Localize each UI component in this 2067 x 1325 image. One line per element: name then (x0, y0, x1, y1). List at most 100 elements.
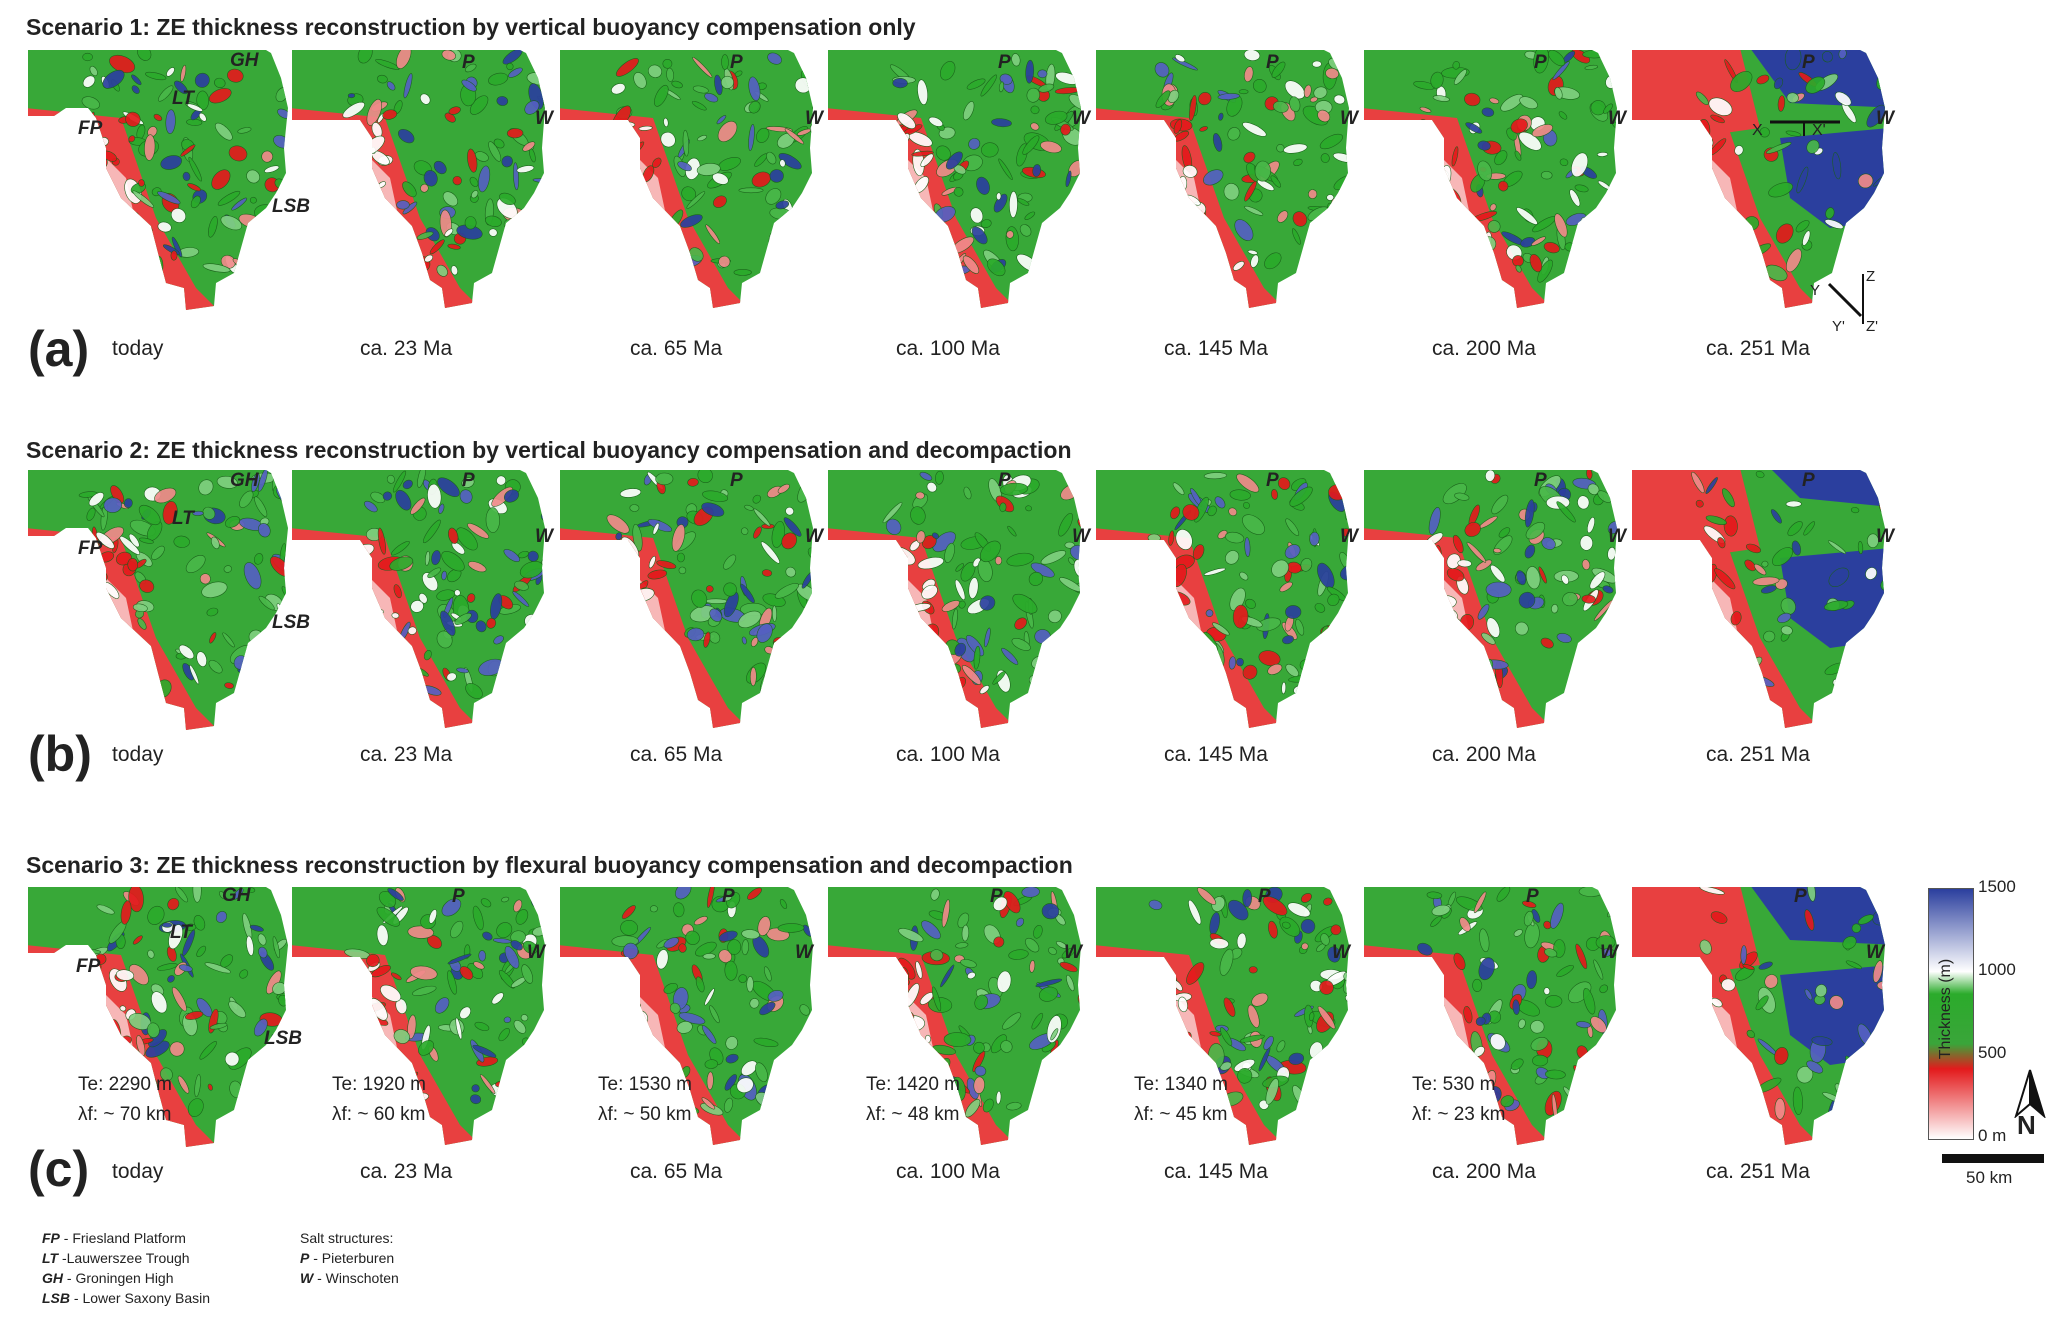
te-value: Te: 530 m (1412, 1074, 1496, 1095)
label-p-a4: P (998, 52, 1011, 73)
label-lsb-c: LSB (264, 1028, 302, 1049)
label-lt-a: LT (172, 88, 194, 109)
thickness-map-r1-c2 (290, 48, 560, 318)
time-label-r3-c2: ca. 23 Ma (360, 1160, 453, 1183)
north-label: N (2017, 1110, 2036, 1140)
time-label-r3-c5: ca. 145 Ma (1164, 1160, 1268, 1183)
label-lt-c: LT (170, 922, 192, 943)
label-y-prime: Y' (1832, 318, 1845, 335)
lambda-value: λf: ~ 70 km (78, 1104, 172, 1125)
legend-p: P - Pieterburen (300, 1250, 395, 1266)
time-label-r1-c7: ca. 251 Ma (1706, 337, 1810, 360)
label-p-b2: P (462, 470, 475, 491)
scenario-3-title: Scenario 3: ZE thickness reconstruction … (26, 852, 1073, 878)
panel-label-b: (b) (28, 726, 92, 782)
colorbar-tick-1000: 1000 (1978, 960, 2016, 979)
legend-w: W - Winschoten (300, 1270, 399, 1286)
salt-legend-title: Salt structures: (300, 1230, 394, 1246)
label-w-b5: W (1340, 526, 1358, 547)
label-y: Y (1810, 282, 1821, 299)
thickness-colorbar (1928, 888, 1974, 1140)
legend-lsb: LSB - Lower Saxony Basin (42, 1290, 211, 1306)
label-p-c7: P (1794, 886, 1807, 907)
panel-label-a: (a) (28, 321, 90, 377)
label-z-prime: Z' (1866, 318, 1879, 335)
label-w-a5: W (1340, 108, 1358, 129)
legend-gh: GH - Groningen High (42, 1270, 174, 1286)
label-p-c5: P (1258, 886, 1271, 907)
label-w-c3: W (795, 942, 813, 963)
label-w-c4: W (1064, 942, 1082, 963)
label-p-a7: P (1802, 52, 1815, 73)
scenario-1-title: Scenario 1: ZE thickness reconstruction … (26, 14, 916, 40)
thickness-map-r2-c6 (1362, 468, 1632, 738)
label-p-c4: P (990, 886, 1003, 907)
time-label-r3-c1: today (112, 1160, 164, 1183)
thickness-map-r3-c4 (826, 885, 1096, 1155)
lambda-value: λf: ~ 48 km (866, 1104, 960, 1125)
label-p-b4: P (998, 470, 1011, 491)
scale-bar (1942, 1154, 2044, 1163)
thickness-map-r1-c3 (558, 48, 828, 318)
time-label-r1-c4: ca. 100 Ma (896, 337, 1000, 360)
label-w-c2: W (527, 942, 545, 963)
scenario-2-title: Scenario 2: ZE thickness reconstruction … (26, 437, 1072, 463)
panel-label-c: (c) (28, 1141, 90, 1197)
thickness-map-r2-c7 (1630, 468, 1900, 738)
label-lsb-b: LSB (272, 612, 310, 633)
flexure-params-5: Te: 1340 m λf: ~ 45 km (1134, 1070, 1228, 1130)
label-w-a6: W (1608, 108, 1626, 129)
label-gh-b: GH (230, 470, 259, 491)
label-w-a7: W (1876, 108, 1894, 129)
thickness-map-r3-c3 (558, 885, 828, 1155)
te-value: Te: 1420 m (866, 1074, 960, 1095)
thickness-map-r1-c7 (1630, 48, 1900, 318)
label-lsb-a: LSB (272, 196, 310, 217)
flexure-params-1: Te: 2290 m λf: ~ 70 km (78, 1070, 172, 1130)
label-gh-a: GH (230, 50, 259, 71)
salt-legend: Salt structures: P - Pieterburen W - Win… (300, 1228, 399, 1288)
time-label-r1-c1: today (112, 337, 164, 360)
scale-label: 50 km (1966, 1168, 2013, 1187)
label-w-c6: W (1600, 942, 1618, 963)
time-label-r2-c6: ca. 200 Ma (1432, 743, 1536, 766)
thickness-map-r2-c3 (558, 468, 828, 738)
te-value: Te: 1530 m (598, 1074, 692, 1095)
label-w-a3: W (805, 108, 823, 129)
lambda-value: λf: ~ 50 km (598, 1104, 692, 1125)
axis-indicator (1827, 274, 1864, 324)
label-p-a5: P (1266, 52, 1279, 73)
label-p-b7: P (1802, 470, 1815, 491)
label-fp-b: FP (78, 538, 103, 559)
time-label-r3-c6: ca. 200 Ma (1432, 1160, 1536, 1183)
region-legend: FP - Friesland Platform LT -Lauwerszee T… (42, 1228, 210, 1308)
time-label-r2-c7: ca. 251 Ma (1706, 743, 1810, 766)
thickness-map-r3-c2 (290, 885, 560, 1155)
te-value: Te: 2290 m (78, 1074, 172, 1095)
thickness-map-r2-c5 (1094, 468, 1364, 738)
colorbar-tick-500: 500 (1978, 1043, 2007, 1062)
label-p-c2: P (452, 886, 465, 907)
time-label-r3-c4: ca. 100 Ma (896, 1160, 1000, 1183)
label-p-c3: P (722, 886, 735, 907)
lambda-value: λf: ~ 23 km (1412, 1104, 1506, 1125)
thickness-map-r2-c4 (826, 468, 1096, 738)
label-p-b3: P (730, 470, 743, 491)
label-w-a4: W (1072, 108, 1090, 129)
label-fp-a: FP (78, 118, 103, 139)
time-label-r1-c2: ca. 23 Ma (360, 337, 453, 360)
label-lt-b: LT (172, 508, 194, 529)
thickness-map-r1-c5 (1094, 48, 1364, 318)
colorbar-tick-0: 0 m (1978, 1126, 2007, 1145)
label-p-a2: P (462, 52, 475, 73)
label-z: Z (1866, 268, 1876, 285)
lambda-value: λf: ~ 45 km (1134, 1104, 1228, 1125)
label-gh-c: GH (222, 885, 251, 906)
lambda-value: λf: ~ 60 km (332, 1104, 426, 1125)
label-w-b3: W (805, 526, 823, 547)
label-p-c6: P (1526, 886, 1539, 907)
label-w-c5: W (1332, 942, 1350, 963)
label-x-prime: X' (1812, 122, 1826, 139)
label-w-a2: W (535, 108, 553, 129)
thickness-map-r1-c4 (826, 48, 1096, 318)
